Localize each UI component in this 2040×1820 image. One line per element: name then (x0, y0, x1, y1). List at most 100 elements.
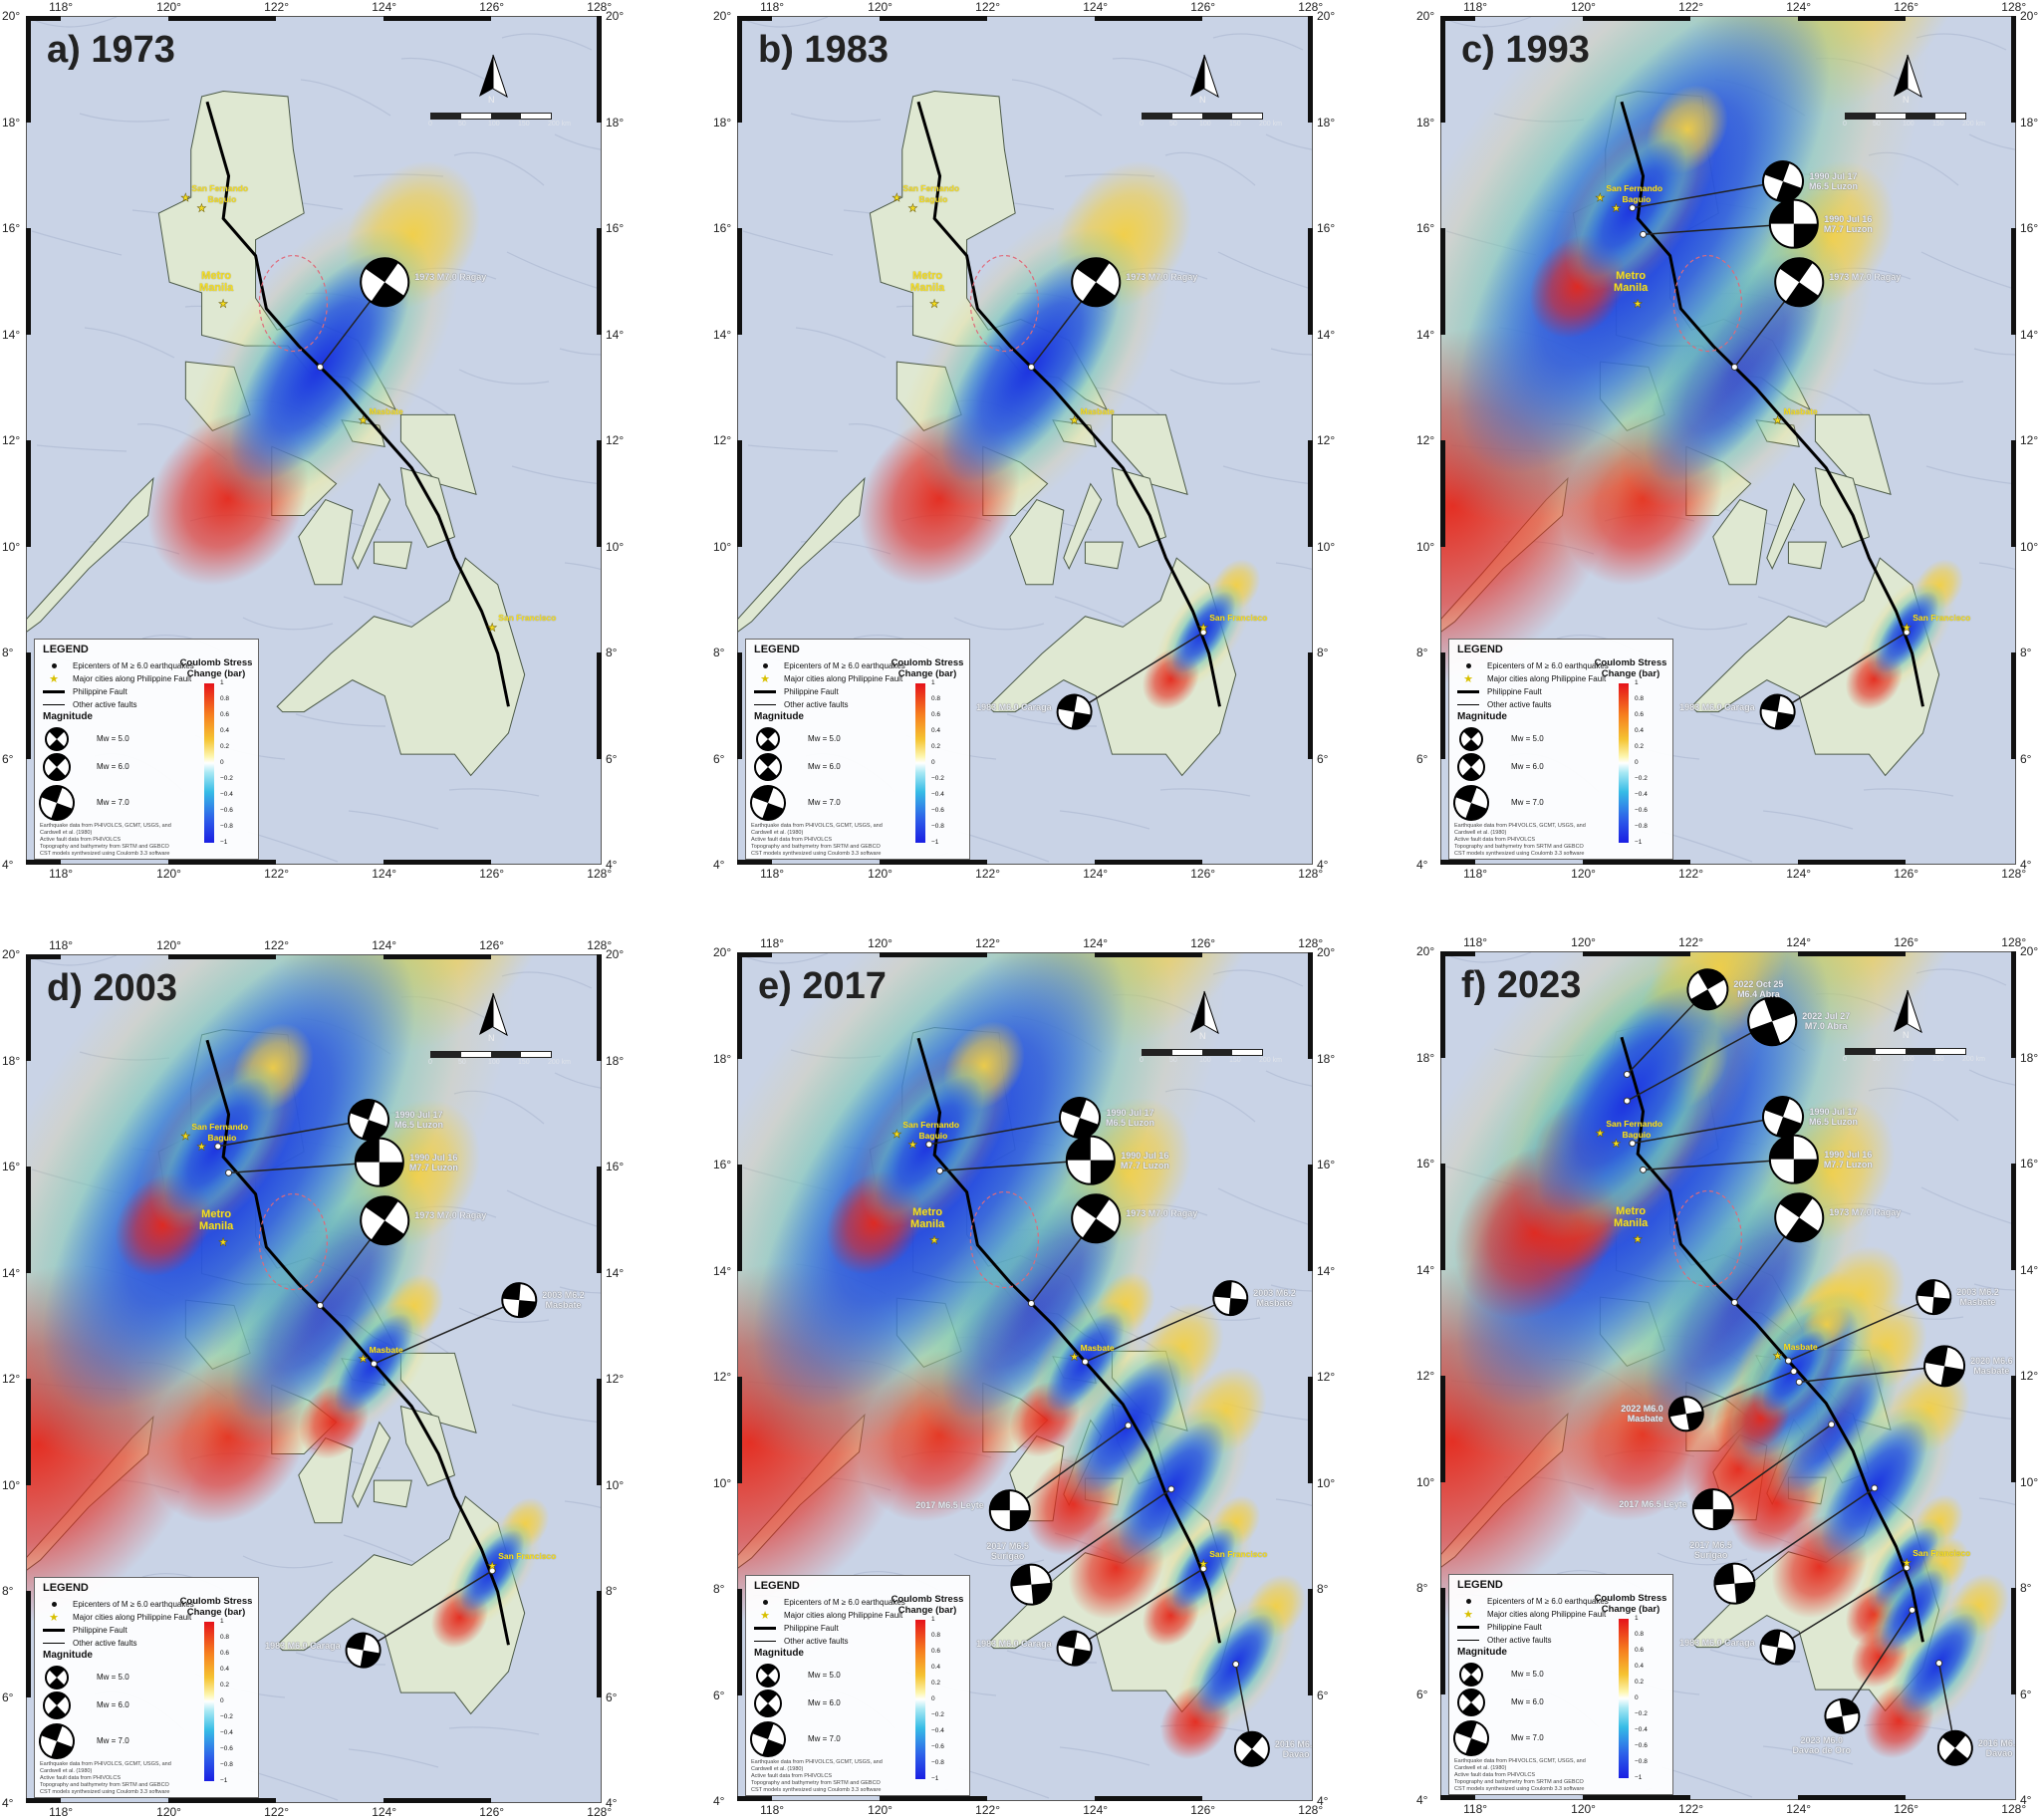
north-arrow: N (473, 53, 513, 114)
latitude-tick-label: 18° (713, 1051, 732, 1066)
event-label-line1: 1990 Jul 17 (1106, 1108, 1154, 1119)
longitude-tick-label: 122° (975, 1803, 1000, 1817)
event-label: 1983 M6.0 Caraga (251, 1641, 341, 1651)
data-source-line: Topography and bathymetry from SRTM and … (1454, 1779, 1584, 1785)
latitude-tick-label: 8° (1317, 1582, 1329, 1596)
magnitude-label: Mw = 5.0 (1511, 1670, 1544, 1679)
event-label-line1: 1990 Jul 17 (394, 1110, 443, 1121)
event-label-line1: 2016 M6.2 (1977, 1737, 2016, 1748)
frame-tick-bar (1095, 16, 1203, 21)
longitude-tick-label: 122° (1678, 1802, 1703, 1816)
colorbar-title: Coulomb Stress Change (bar) (179, 1596, 253, 1618)
legend-item: Other active faults (43, 1637, 136, 1649)
event-label: 2017 M6.5 Leyte (894, 1500, 984, 1510)
scale-segment (1935, 1049, 1965, 1054)
city-star-icon: ★ (908, 203, 918, 215)
longitude-tick-label: 118° (49, 1805, 74, 1819)
city-star-icon: ★ (908, 1140, 918, 1152)
event-label-line2: M6.5 Luzon (394, 1120, 444, 1131)
longitude-tick-label: 122° (1678, 0, 1703, 14)
scale-label: 150 (518, 121, 530, 128)
city-label: Masbate (1783, 405, 1818, 416)
frame-tick-bar (26, 954, 62, 959)
focal-mechanism-icon (1774, 1192, 1825, 1243)
scale-label: 150 (1229, 121, 1241, 128)
focal-mechanism-icon (345, 1632, 382, 1669)
magnitude-beachball-icon (756, 1664, 780, 1688)
panel-title: c) 1993 (1461, 29, 1590, 71)
longitude-tick-label: 128° (587, 867, 613, 881)
colorbar-tick: −0.6 (1635, 1742, 1648, 1749)
city-star-icon: ★ (1463, 672, 1473, 685)
magnitude-label: Mw = 7.0 (808, 1734, 841, 1743)
scale-label: 200 km (1962, 121, 1985, 128)
latitude-tick-label: 10° (2, 539, 21, 554)
frame-tick-bar (2011, 1164, 2016, 1270)
city-label: Baguio (207, 1132, 237, 1143)
event-label-line1: 2017 M6.5 (986, 1540, 1029, 1551)
data-sources: Earthquake data from PHIVOLCS, GCMT, USG… (751, 1759, 900, 1794)
latitude-tick-label: 12° (1317, 433, 1336, 447)
epicenter-marker (1903, 1564, 1911, 1572)
event-label-line1: 2022 Jul 27 (1802, 1011, 1851, 1022)
scale-label: 200 km (1962, 1056, 1985, 1063)
philippine-fault-symbol (754, 689, 776, 693)
frame-tick-bar (737, 952, 773, 957)
frame-tick-bar (1308, 440, 1313, 547)
colorbar-tick: 0.6 (1635, 1647, 1645, 1654)
epicenter-marker (1125, 1422, 1133, 1430)
data-source-line: Topography and bathymetry from SRTM and … (1454, 844, 1584, 850)
frame-tick-bar (1308, 1165, 1313, 1271)
scale-label: 0 (1140, 121, 1144, 128)
scale-segment (1876, 1049, 1906, 1054)
city-label: Metro Manila (199, 269, 234, 294)
event-label-line2: M6.5 Luzon (1809, 1117, 1859, 1128)
latitude-tick-label: 12° (1416, 1369, 1435, 1383)
scale-label: 100 (1199, 1057, 1211, 1064)
scale-bar (430, 1051, 552, 1058)
scale-label: 150 (1932, 1056, 1944, 1063)
event-leader-line (1841, 1609, 1913, 1717)
focal-mechanism-icon (1768, 198, 1819, 249)
legend: LEGEND Epicenters of M ≥ 6.0 earthquakes ★… (34, 1577, 259, 1798)
legend-item: Other active faults (43, 698, 136, 710)
panel-title: e) 2017 (758, 965, 887, 1007)
north-label: N (488, 95, 495, 105)
event-label: 1973 M7.0 Ragay (414, 272, 486, 282)
longitude-tick-label: 118° (760, 0, 785, 14)
event-label-line1: 2017 M6.5 (1689, 1539, 1732, 1550)
frame-tick-bar (1798, 951, 1907, 956)
colorbar (915, 683, 925, 843)
legend-title: LEGEND (43, 1582, 89, 1594)
event-label: 1973 M7.0 Ragay (1126, 272, 1197, 282)
focal-mechanism-icon (1759, 693, 1796, 730)
event-label-line2: Davao de Oro (1792, 1744, 1851, 1755)
colorbar-tick: −0.8 (931, 823, 944, 830)
latitude-tick-label: 12° (713, 1370, 732, 1384)
longitude-tick-label: 124° (1083, 867, 1109, 881)
longitude-tick-label: 120° (156, 0, 181, 14)
city-label: Baguio (918, 1130, 948, 1141)
longitude-tick-label: 128° (2001, 935, 2027, 949)
city-star-icon: ★ (760, 1609, 770, 1622)
longitude-tick-label: 128° (2001, 1802, 2027, 1816)
latitude-tick-label: 12° (606, 433, 625, 447)
landmass (399, 1405, 456, 1487)
landmass (373, 541, 412, 570)
colorbar-tick: −0.6 (931, 807, 944, 814)
scale-label: 50 (1169, 1057, 1177, 1064)
scale-segment (1143, 114, 1172, 119)
data-source-line: Earthquake data from PHIVOLCS, GCMT, USG… (40, 823, 171, 836)
longitude-tick-label: 128° (2001, 867, 2027, 881)
frame-tick-bar (737, 952, 742, 1059)
legend-item: Epicenters of M ≥ 6.0 earthquakes (754, 1596, 905, 1608)
frame-tick-bar (1583, 16, 1691, 21)
landmass (298, 498, 354, 586)
north-label: N (1199, 1031, 1206, 1041)
event-label-line1: 2003 M6.2 (1253, 1288, 1296, 1299)
frame-tick-bar (1798, 16, 1907, 21)
focal-mechanism-icon (1056, 1630, 1093, 1667)
panel-title: a) 1973 (47, 29, 175, 71)
scale-segment (521, 114, 551, 119)
latitude-tick-label: 20° (1416, 9, 1435, 23)
